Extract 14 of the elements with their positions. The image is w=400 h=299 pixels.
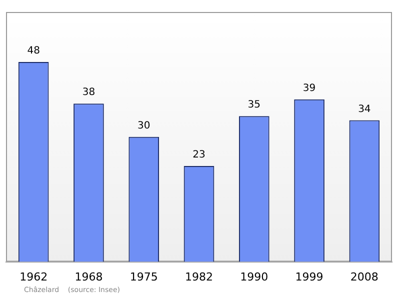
data-label: 48 <box>27 46 40 57</box>
data-label: 38 <box>82 87 96 98</box>
data-label: 23 <box>192 150 206 161</box>
data-label: 35 <box>248 100 261 111</box>
x-tick-label: 2008 <box>350 270 378 284</box>
x-tick-label: 1968 <box>74 270 103 284</box>
x-tick-label: 1990 <box>240 270 268 284</box>
x-tick-label: 1975 <box>130 270 158 284</box>
x-tick-label: 1962 <box>20 270 48 284</box>
data-label: 34 <box>358 104 371 115</box>
x-tick-label: 1982 <box>185 270 213 284</box>
data-label: 39 <box>302 83 316 94</box>
x-tick-label: 1999 <box>295 270 324 284</box>
data-label: 30 <box>137 120 150 132</box>
